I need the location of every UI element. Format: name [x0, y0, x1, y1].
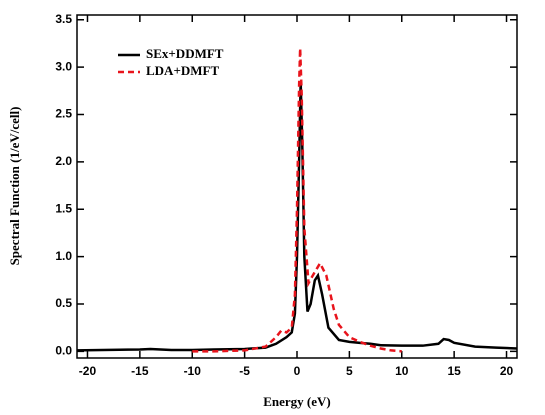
- x-tick-label: 10: [395, 364, 409, 378]
- y-tick-label: 2.5: [55, 107, 72, 121]
- x-tick-label: 5: [346, 364, 353, 378]
- x-tick-label: -10: [184, 364, 202, 378]
- series-line: [76, 81, 518, 352]
- legend-label: LDA+DMFT: [146, 63, 219, 78]
- x-tick-label: -5: [239, 364, 250, 378]
- y-tick-label: 0.5: [55, 296, 72, 310]
- y-tick-label: 0.0: [55, 344, 72, 358]
- y-tick-label: 2.0: [55, 154, 72, 168]
- y-tick-label: 3.0: [55, 59, 72, 73]
- series-line: [192, 48, 402, 353]
- x-tick-label: -20: [79, 364, 97, 378]
- y-tick-label: 3.5: [55, 12, 72, 26]
- y-tick-label: 1.0: [55, 249, 72, 263]
- y-tick-label: 1.5: [55, 201, 72, 215]
- y-axis-label: Spectral Function (1/eV/cell): [7, 107, 22, 266]
- x-tick-label: 15: [447, 364, 461, 378]
- x-tick-label: 0: [294, 364, 301, 378]
- legend-label: SEx+DDMFT: [146, 46, 224, 61]
- x-tick-label: -15: [131, 364, 149, 378]
- x-tick-label: 20: [500, 364, 514, 378]
- x-axis-label: Energy (eV): [263, 394, 331, 409]
